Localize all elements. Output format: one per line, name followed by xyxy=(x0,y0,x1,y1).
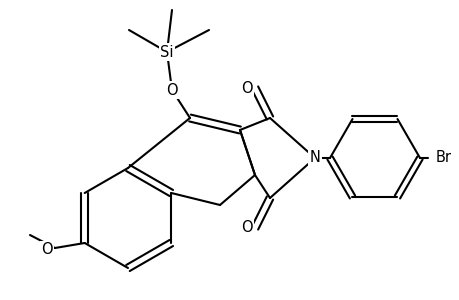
Text: O: O xyxy=(166,82,178,98)
Text: O: O xyxy=(241,80,252,95)
Text: N: N xyxy=(309,151,320,166)
Text: O: O xyxy=(41,242,53,257)
Text: Si: Si xyxy=(160,44,174,59)
Text: Br: Br xyxy=(435,151,451,166)
Text: O: O xyxy=(241,220,252,236)
